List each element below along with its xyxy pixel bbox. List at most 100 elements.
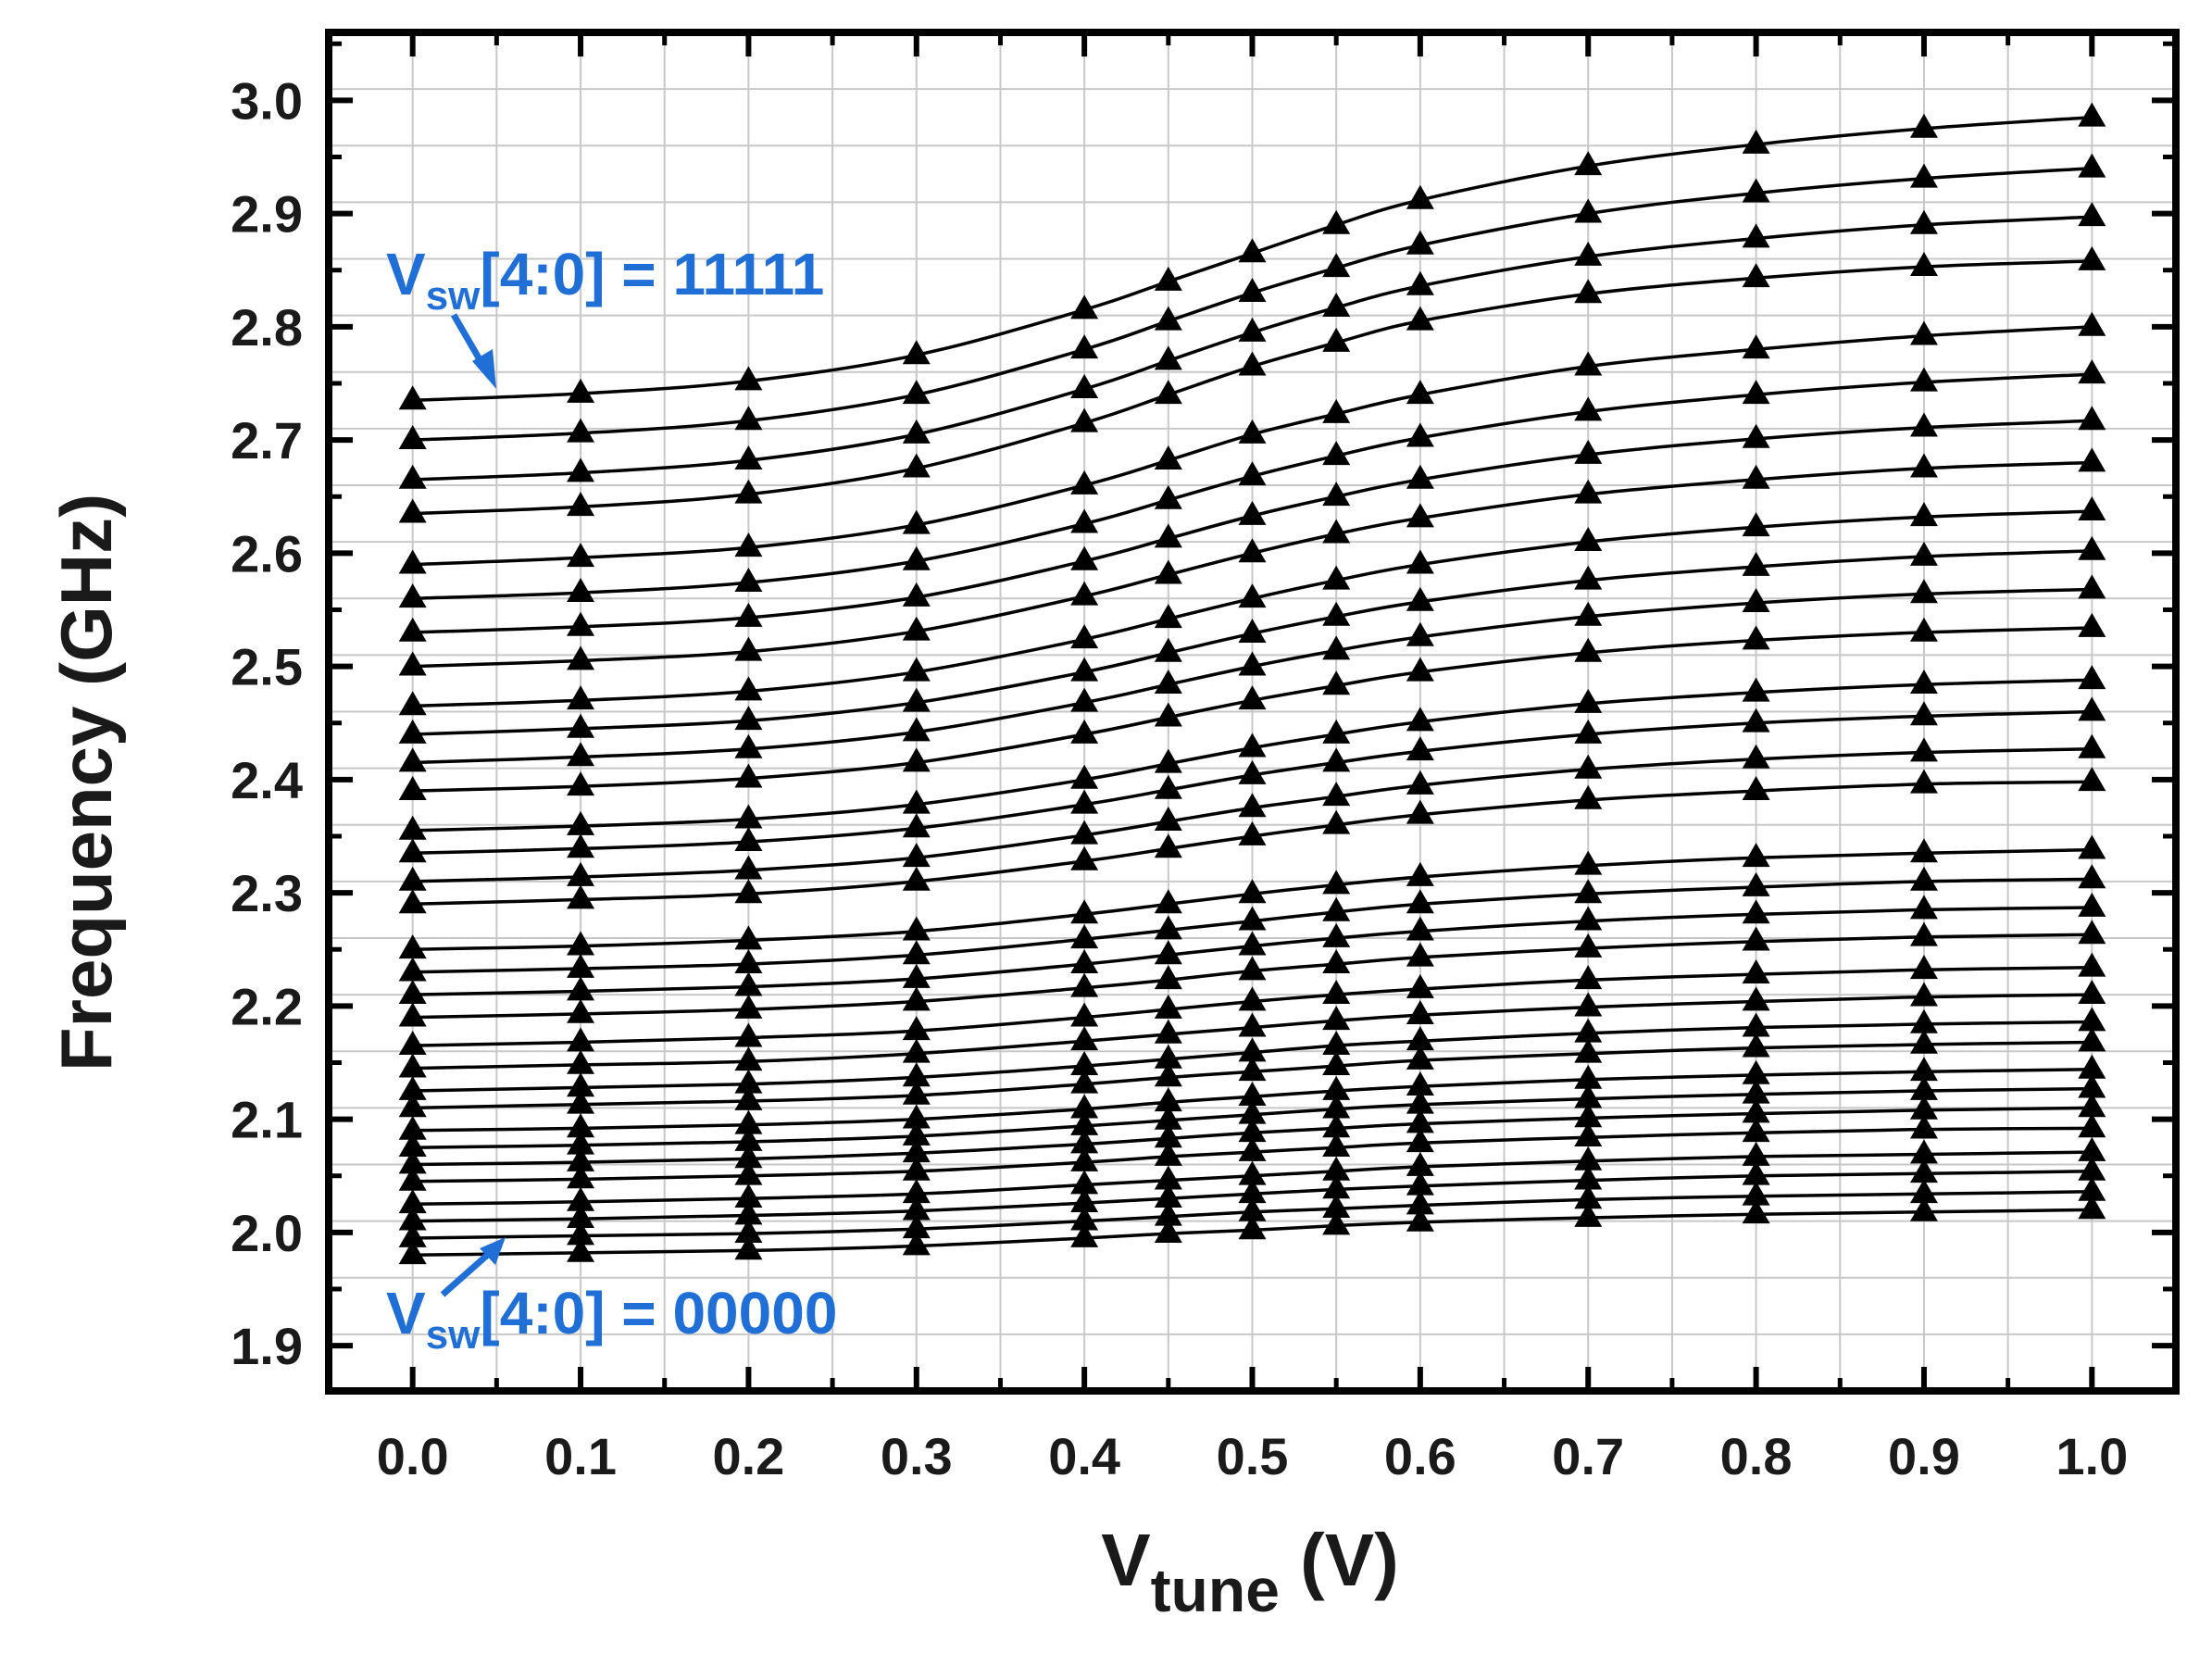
data-point-triangle [902,916,931,941]
data-point-triangle [567,998,595,1023]
data-point-triangle [1406,1000,1434,1025]
data-point-triangle [398,691,427,716]
data-point-triangle [1574,784,1603,809]
data-point-triangle [1154,1183,1182,1208]
data-point-triangle [1070,820,1099,845]
data-point-triangle [1909,921,1938,946]
data-point-triangle [2078,892,2106,917]
y-tick-label: 2.8 [231,298,303,357]
annotation-bottom-arrow-head [480,1237,506,1265]
data-point-triangle [398,934,427,959]
data-point-triangle [1909,453,1938,478]
data-point-triangle [902,1016,931,1041]
data-point-triangle [1322,809,1351,834]
data-point-triangle [1406,1045,1434,1070]
data-point-triangle [1154,994,1182,1019]
data-point-triangle [734,1109,763,1134]
data-point-triangle [398,1093,427,1118]
x-tick-label: 0.0 [377,1427,449,1485]
data-point-triangle [1574,1064,1603,1089]
data-point-triangle [567,645,595,670]
data-point-triangle [2078,733,2106,758]
y-tick-label: 2.4 [231,751,303,809]
data-point-triangle [1070,1094,1099,1119]
data-point-triangle [567,833,595,858]
annotation-bottom-main: V [386,1280,426,1346]
data-point-triangle [902,789,931,814]
data-point-triangle [1406,1207,1434,1232]
data-point-triangle [1322,482,1351,507]
data-point-triangle [1322,327,1351,352]
data-point-triangle [1070,545,1099,570]
data-point-triangle [1909,1158,1938,1183]
x-axis-label-main: V [1101,1519,1150,1601]
data-point-triangle [1574,565,1603,590]
data-point-triangle [1909,163,1938,188]
data-point-triangle [1070,845,1099,870]
data-point-triangle [1238,956,1267,981]
data-point-triangle [734,1085,763,1110]
data-point-triangle [1322,1075,1351,1100]
data-point-triangle [2078,406,2106,431]
data-point-triangle [567,742,595,767]
data-point-triangle [1406,464,1434,489]
data-point-triangle [902,380,931,405]
data-point-triangle [1154,889,1182,914]
data-point-triangle [1574,850,1603,875]
data-point-triangle [1238,419,1267,444]
data-point-triangle [1406,1026,1434,1051]
data-point-triangle [1238,1179,1267,1204]
data-point-triangle [1742,899,1770,924]
data-point-triangle [398,1206,427,1231]
data-point-triangle [734,733,763,758]
data-point-triangle [734,948,763,973]
data-point-triangle [1070,948,1099,973]
data-point-triangle [398,498,427,523]
data-point-triangle [1070,373,1099,398]
y-tick-label: 2.1 [231,1091,303,1149]
data-point-triangle [734,532,763,557]
data-point-triangle [1070,1026,1099,1051]
data-point-triangle [734,366,763,391]
data-point-triangle [1574,1146,1603,1171]
data-point-triangle [734,1144,763,1169]
data-point-triangle [1322,896,1351,921]
data-point-triangle [2078,1176,2106,1201]
data-point-triangle [1406,270,1434,295]
data-point-triangle [1154,1044,1182,1069]
data-point-triangle [398,1115,427,1140]
data-point-triangle [1238,1099,1267,1124]
data-point-triangle [902,657,931,682]
data-point-triangle [1909,320,1938,345]
data-point-triangle [398,1222,427,1247]
data-point-triangle [567,861,595,886]
data-point-triangle [2078,535,2106,560]
data-point-triangle [398,1075,427,1100]
data-point-triangle [1070,1129,1099,1154]
data-point-triangle [1322,253,1351,278]
data-point-triangle [1742,871,1770,896]
data-point-triangle [1322,1156,1351,1181]
data-point-triangle [1070,1170,1099,1195]
x-tick-label: 0.4 [1048,1427,1120,1485]
data-point-triangle [398,549,427,574]
data-point-triangle [567,1164,595,1189]
data-point-triangle [1322,747,1351,772]
data-point-triangle [1238,1037,1267,1062]
data-point-triangle [567,713,595,738]
data-point-triangle [1070,1146,1099,1171]
data-point-triangle [2078,574,2106,599]
data-point-triangle [1238,685,1267,710]
data-point-triangle [1742,1181,1770,1206]
data-point-triangle [2078,1136,2106,1161]
data-point-triangle [1574,351,1603,376]
data-point-triangle [1742,1199,1770,1224]
data-point-triangle [2078,1093,2106,1118]
data-point-triangle [1070,657,1099,682]
data-point-triangle [1322,719,1351,744]
data-point-triangle [567,1130,595,1155]
data-point-triangle [1322,292,1351,317]
data-point-triangle [1322,601,1351,626]
annotation-bottom-rest: [4:0] = 00000 [480,1280,837,1346]
data-point-triangle [902,986,931,1011]
